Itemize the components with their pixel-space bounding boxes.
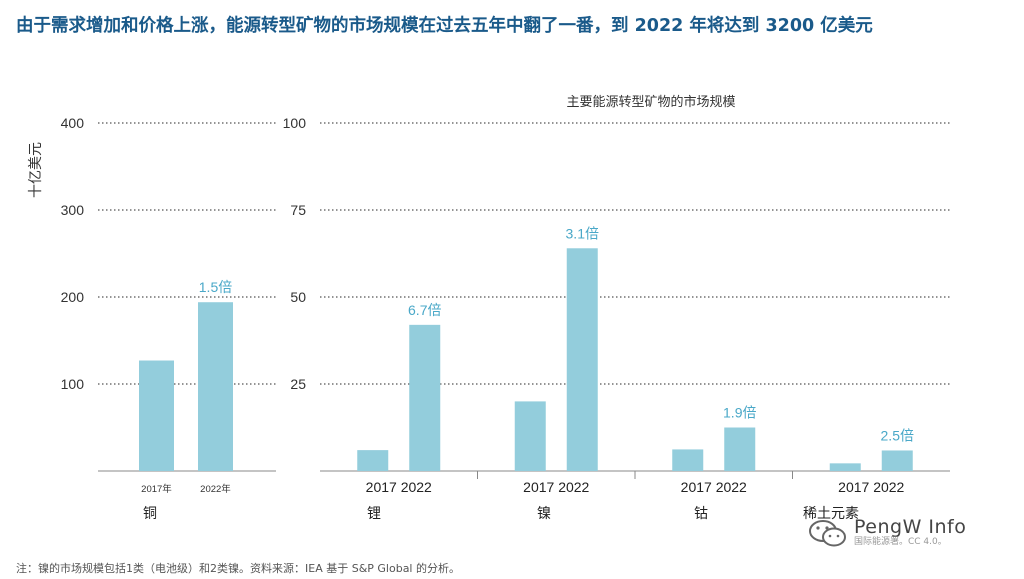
y-tick-label: 400	[61, 115, 85, 131]
bar-ree-2022	[881, 450, 913, 471]
data-label: 3.1倍	[566, 225, 599, 241]
panel-subtitle: 主要能源转型矿物的市场规模	[566, 94, 735, 109]
data-label: 2.5倍	[881, 427, 914, 443]
category-label: 铜	[143, 505, 157, 521]
category-label: 镍	[537, 505, 551, 521]
wechat-icon	[809, 520, 846, 547]
minerals-panel: 主要能源转型矿物的市场规模 25 50 75 100 6.7倍 2017 2022 锂 3.1…	[283, 94, 950, 521]
y-tick-label: 50	[290, 289, 306, 305]
watermark-main: PengW Info	[854, 516, 967, 539]
x-tick-label: 2017 2022	[681, 479, 747, 495]
bar-lithium-2017	[357, 450, 389, 471]
bar-nickel-2017	[514, 401, 546, 471]
category-label: 钴	[694, 505, 708, 521]
y-axis-label: 十亿美元	[27, 142, 43, 198]
y-tick-label: 100	[61, 376, 85, 392]
watermark-sub: 国际能源署。CC 4.0。	[854, 537, 947, 548]
bar-copper-2017	[139, 360, 174, 471]
y-tick-label: 300	[61, 202, 85, 218]
data-label: 1.5倍	[199, 279, 232, 295]
x-tick-label: 2022年	[200, 483, 231, 495]
bar-nickel-2022	[566, 248, 598, 471]
watermark: PengW Info 国际能源署。CC 4.0。	[808, 516, 967, 548]
x-tick-label: 2017 2022	[523, 479, 589, 495]
footnote: 注：镍的市场规模包括1类（电池级）和2类镍。资料来源：IEA 基于 S&P Gl…	[16, 562, 460, 575]
bar-cobalt-2022	[724, 427, 756, 471]
data-label: 6.7倍	[408, 302, 441, 318]
category-label: 稀土元素	[803, 505, 859, 521]
x-tick-label: 2017 2022	[366, 479, 432, 495]
bar-cobalt-2017	[672, 449, 704, 471]
y-tick-label: 100	[283, 115, 307, 131]
chart-title: 由于需求增加和价格上涨，能源转型矿物的市场规模在过去五年中翻了一番，到 2022…	[16, 16, 873, 36]
x-tick-label: 2017 2022	[838, 479, 904, 495]
bar-ree-2017	[829, 463, 861, 471]
data-label: 1.9倍	[723, 405, 756, 421]
y-tick-label: 200	[61, 289, 85, 305]
y-tick-label: 25	[290, 376, 306, 392]
bar-lithium-2022	[409, 324, 441, 471]
bar-copper-2022	[198, 302, 233, 471]
x-tick-label: 2017年	[141, 483, 172, 495]
category-label: 锂	[367, 505, 381, 521]
y-tick-label: 75	[290, 202, 306, 218]
